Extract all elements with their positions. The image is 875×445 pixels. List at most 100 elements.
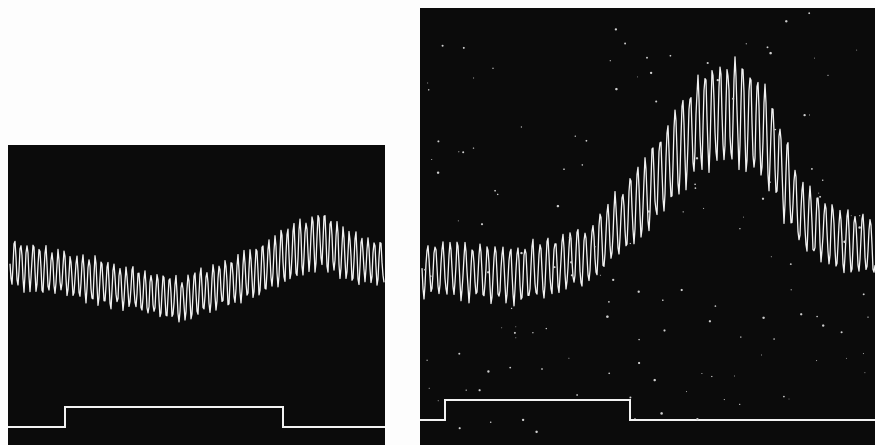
speckle (515, 337, 516, 338)
speckle (514, 332, 516, 334)
speckle (683, 211, 684, 212)
speckle (653, 379, 655, 381)
speckle (816, 316, 818, 318)
speckle (494, 190, 496, 192)
speckle (490, 422, 491, 423)
speckle (501, 327, 502, 328)
speckle (463, 47, 465, 49)
speckle (575, 136, 576, 137)
speckle (606, 315, 609, 318)
speckle (818, 193, 819, 194)
speckle (629, 396, 631, 398)
speckle (479, 389, 481, 391)
speckle (858, 226, 861, 229)
speckle (670, 55, 672, 57)
speckle (424, 269, 426, 271)
speckle (686, 391, 687, 392)
speckle (655, 100, 657, 102)
speckle (615, 88, 617, 90)
speckle (576, 394, 578, 396)
speckle (520, 252, 522, 254)
speckle (715, 305, 717, 307)
speckle (856, 50, 857, 51)
speckle (663, 329, 665, 331)
speckle (732, 98, 734, 100)
speckle (637, 76, 638, 77)
speckle (696, 157, 698, 159)
speckle (554, 266, 556, 268)
speckle (630, 243, 631, 244)
speckle (522, 419, 524, 421)
speckle (608, 301, 610, 303)
speckle (624, 43, 626, 45)
speckle (827, 75, 828, 76)
speckle (816, 360, 817, 361)
speckle (803, 114, 805, 116)
speckle (428, 89, 429, 90)
speckle (707, 62, 709, 64)
speckle (775, 129, 776, 130)
speckle (662, 299, 664, 301)
speckle (746, 43, 747, 44)
speckle (582, 164, 584, 166)
speckle (557, 205, 559, 207)
speckle (612, 279, 614, 281)
page: (() => { const data = JSON.parse(documen… (0, 0, 875, 445)
speckle (800, 313, 802, 315)
speckle (586, 140, 588, 142)
speckle (638, 339, 639, 340)
speckle (771, 256, 772, 257)
speckle (571, 274, 573, 276)
speckle (458, 353, 460, 355)
speckle (473, 147, 474, 148)
speckle (429, 388, 430, 389)
speckle (769, 181, 771, 183)
speckle (703, 208, 704, 209)
speckle (492, 68, 493, 69)
speckle (701, 373, 702, 374)
speckle (438, 400, 439, 401)
speckle (734, 376, 735, 377)
speckle (743, 217, 744, 218)
speckle (783, 396, 785, 398)
speckle (769, 52, 772, 55)
speckle (863, 293, 865, 295)
speckle (473, 77, 474, 78)
speckle (487, 370, 489, 372)
speckle (569, 236, 572, 239)
speckle (481, 223, 483, 225)
speckle (773, 338, 775, 340)
speckle (627, 237, 628, 238)
speckle (546, 328, 547, 329)
speckle (466, 389, 467, 390)
speckle (785, 20, 787, 22)
speckle (638, 291, 640, 293)
speckle (570, 261, 572, 263)
speckle (442, 45, 444, 47)
speckle (867, 316, 868, 317)
speckle (650, 72, 652, 74)
speckle (497, 194, 499, 196)
speckle (761, 355, 762, 356)
speckle (808, 12, 810, 14)
speckle (724, 399, 725, 400)
speckle (594, 246, 595, 247)
speckle (426, 360, 427, 361)
speckle (646, 57, 648, 59)
speckle (660, 412, 663, 415)
speckle (610, 60, 611, 61)
speckle (515, 326, 516, 327)
speckle (717, 79, 719, 81)
speckle (638, 362, 640, 364)
speckle (615, 28, 617, 30)
speckle (431, 159, 432, 160)
speckle (864, 372, 865, 373)
speckle (694, 183, 696, 185)
speckle (458, 220, 459, 221)
speckle (762, 317, 764, 319)
speckle (762, 198, 764, 200)
speckle (809, 114, 810, 115)
speckle (767, 46, 769, 48)
speckle (535, 431, 537, 433)
speckle (841, 331, 843, 333)
